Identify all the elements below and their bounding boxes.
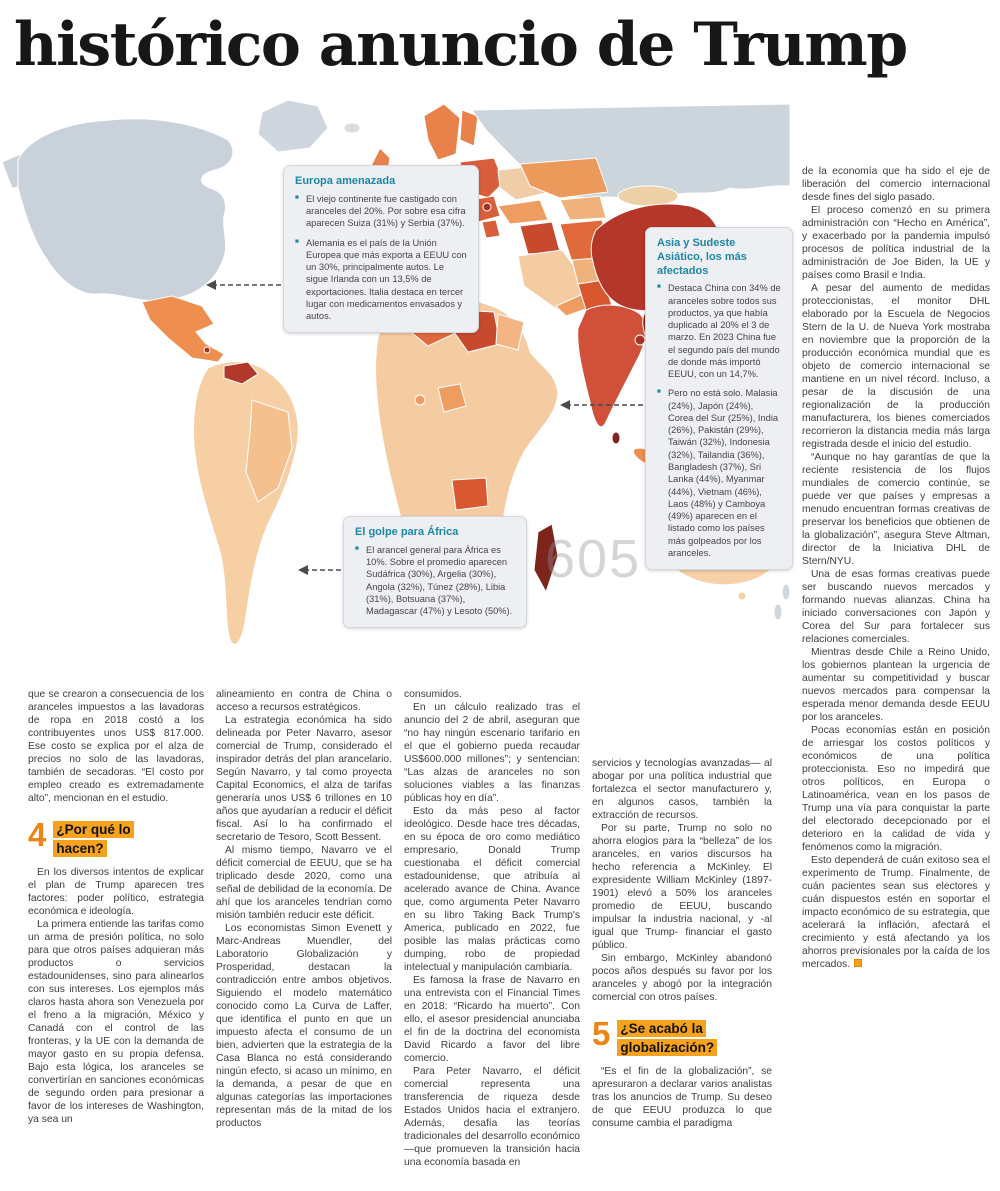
headline: histórico anuncio de Trump [14, 10, 908, 80]
map-region-greenland [257, 100, 329, 153]
paragraph: de la economía que ha sido el eje de lib… [802, 166, 990, 203]
paragraph: Los economistas Simon Evenett y Marc-And… [216, 923, 392, 1129]
body-column-3: consumidos. En un cálculo realizado tras … [404, 688, 580, 1185]
column-1-top-paragraphs: que se crearon a consecuencia de los ara… [28, 688, 204, 805]
body-column-1: que se crearon a consecuencia de los ara… [28, 688, 204, 1185]
map-region-mongolia [617, 185, 679, 207]
callout-europe-bullets: El viejo continente fue castigado con ar… [295, 193, 467, 323]
map-region-south-america [193, 361, 299, 645]
right-column-paragraphs: de la economía que ha sido el eje de lib… [802, 165, 990, 971]
section-4-number: 4 [28, 816, 47, 853]
paragraph: Para Peter Navarro, el déficit comercial… [404, 1066, 580, 1168]
map-region-iceland [343, 122, 361, 134]
section-4-title: ¿Por qué lo hacen? [53, 820, 181, 858]
callout-africa-title: El golpe para África [355, 526, 459, 538]
column-3-paragraphs: consumidos. En un cálculo realizado tras … [404, 688, 580, 1169]
callout-bullet: Pero no está solo. Malasia (24%), Japón … [657, 387, 781, 559]
asia-arrowhead-icon [560, 400, 570, 410]
map-region-egypt [495, 313, 525, 351]
section-5-heading: 5 ¿Se acabó la globalización? [592, 1015, 772, 1057]
callout-europe-title: Europa amenazada [295, 175, 396, 187]
paragraph: que se crearon a consecuencia de los ara… [28, 689, 204, 804]
callout-bullet: El arancel general para África es 10%. S… [355, 544, 515, 618]
paragraph: Sin embargo, McKinley abandonó pocos año… [592, 953, 772, 1003]
column-4-top-paragraphs: servicios y tecnologías avanzadas— al ab… [592, 757, 772, 1004]
callout-africa-bullets: El arancel general para África es 10%. S… [355, 544, 515, 618]
article-end-icon [854, 959, 863, 967]
body-column-4: servicios y tecnologías avanzadas— al ab… [592, 757, 772, 1185]
callout-asia-title: Asia y Sudeste Asiático, los más afectad… [657, 237, 747, 277]
paragraph: “Aunque no hay garantías de que la recie… [802, 452, 990, 567]
paragraph: “Es el fin de la globalización”, se apre… [592, 1066, 772, 1129]
paragraph: El proceso comenzó en su primera adminis… [802, 205, 990, 281]
map-region-tasmania [737, 591, 747, 601]
map-region-madagascar [533, 523, 559, 594]
paragraph: Pocas economías están en posición de arr… [802, 725, 990, 853]
section-5-title: ¿Se acabó la globalización? [617, 1019, 745, 1057]
map-region-india [577, 304, 647, 428]
europe-arrowhead-icon [206, 280, 216, 290]
paragraph: alineamiento en contra de China o acceso… [216, 689, 392, 713]
map-region-north-america [17, 118, 234, 302]
column-2-paragraphs: alineamiento en contra de China o acceso… [216, 688, 392, 1130]
map-region-central-asia [559, 195, 607, 221]
paragraph: En los diversos intentos de explicar el … [28, 867, 204, 917]
paragraph: La estrategia económica ha sido delinead… [216, 715, 392, 843]
map-region-nigeria [437, 383, 467, 413]
callout-africa: El golpe para África El arancel general … [343, 516, 527, 629]
callout-bullet: El viejo continente fue castigado con ar… [295, 193, 467, 230]
map-region-ivory-coast [414, 394, 426, 406]
map-region-syria-iraq [519, 221, 561, 255]
paragraph: servicios y tecnologías avanzadas— al ab… [592, 758, 772, 821]
column-1-bottom-paragraphs: En los diversos intentos de explicar el … [28, 866, 204, 1126]
paragraph: Una de esas formas creativas puede ser b… [802, 569, 990, 645]
paragraph: La primera entiende las tarifas como un … [28, 919, 204, 1125]
map-region-mexico [141, 295, 225, 363]
map-region-kazakhstan [519, 157, 609, 199]
paragraph: A pesar del aumento de medidas proteccio… [802, 283, 990, 450]
map-region-finland [459, 109, 479, 147]
paragraph: Es famosa la frase de Navarro en una ent… [404, 975, 580, 1064]
paragraph: Por su parte, Trump no solo no ahorra el… [592, 823, 772, 951]
section-4-heading: 4 ¿Por qué lo hacen? [28, 816, 204, 858]
map-region-greece [481, 219, 501, 239]
map-region-venezuela [223, 361, 259, 385]
callout-bullet: Alemania es el país de la Unión Europea … [295, 237, 467, 323]
map-region-new-zealand-north [781, 583, 790, 601]
africa-arrowhead-icon [298, 565, 308, 575]
map-region-bangladesh [634, 334, 646, 346]
paragraph: Esto da más peso al factor ideológico. D… [404, 806, 580, 973]
map-region-sri-lanka [611, 431, 621, 445]
paragraph: Al mismo tiempo, Navarro ve el déficit c… [216, 845, 392, 921]
callout-bullet: Destaca China con 34% de aranceles sobre… [657, 282, 781, 380]
callout-asia: Asia y Sudeste Asiático, los más afectad… [645, 227, 793, 571]
map-region-new-zealand-south [773, 603, 783, 621]
map-region-serbia [482, 202, 492, 212]
paragraph: Mientras desde Chile a Reino Unido, los … [802, 647, 990, 723]
paragraph: consumidos. [404, 689, 462, 700]
body-column-right: de la economía que ha sido el eje de lib… [802, 165, 990, 1185]
section-5-number: 5 [592, 1015, 611, 1052]
column-4-bottom-paragraphs: “Es el fin de la globalización”, se apre… [592, 1065, 772, 1130]
map-region-angola [451, 477, 489, 511]
map-region-turkey [497, 199, 549, 225]
callout-europe: Europa amenazada El viejo continente fue… [283, 165, 479, 334]
map-region-central-america [203, 346, 211, 354]
callout-asia-bullets: Destaca China con 34% de aranceles sobre… [657, 282, 781, 559]
body-column-2: alineamiento en contra de China o acceso… [216, 688, 392, 1185]
paragraph: En un cálculo realizado tras el anuncio … [404, 702, 580, 804]
paragraph: Esto dependerá de cuán exitoso sea el ex… [802, 855, 990, 970]
watermark: 605 [545, 529, 642, 589]
map-region-scandinavia [423, 103, 461, 161]
map-region-brazil [245, 399, 293, 503]
